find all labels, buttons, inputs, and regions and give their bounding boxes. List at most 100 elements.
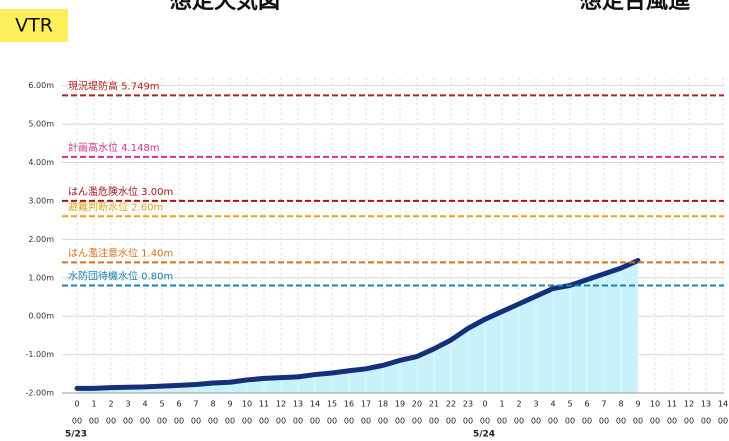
threshold-label: 現況堤防高 5.749m — [68, 79, 160, 92]
x-tick-label: 1 — [91, 400, 96, 409]
top-title: 想定台風進 — [580, 0, 690, 14]
x-tick-label: 13 — [293, 400, 303, 409]
x-tick-label: 10 — [650, 400, 660, 409]
x-minute-label: 00 — [565, 417, 575, 426]
x-minute-label: 00 — [89, 417, 99, 426]
x-minute-label: 00 — [242, 417, 252, 426]
x-tick-label: 8 — [618, 400, 623, 409]
threshold-label: はん濫危険水位 3.00m — [68, 185, 173, 198]
x-minute-label: 00 — [480, 417, 490, 426]
y-tick-label: 4.00m — [28, 158, 54, 167]
date-label: 5/24 — [473, 430, 495, 440]
y-tick-label: 1.00m — [28, 273, 54, 282]
x-minute-label: 00 — [531, 417, 541, 426]
x-tick-label: 9 — [635, 400, 640, 409]
x-tick-label: 0 — [482, 400, 487, 409]
x-minute-label: 00 — [463, 417, 473, 426]
x-tick-label: 4 — [550, 400, 555, 409]
x-minute-label: 00 — [310, 417, 320, 426]
x-tick-label: 15 — [327, 400, 337, 409]
water-level-line — [74, 257, 641, 391]
x-tick-label: 1 — [499, 400, 504, 409]
x-tick-label: 6 — [584, 400, 589, 409]
x-minute-label: 00 — [514, 417, 524, 426]
x-minute-label: 00 — [72, 417, 82, 426]
x-tick-label: 8 — [210, 400, 215, 409]
y-tick-label: -2.00m — [26, 389, 55, 398]
x-tick-label: 22 — [446, 400, 456, 409]
x-minute-label: 00 — [684, 417, 694, 426]
x-tick-label: 7 — [601, 400, 606, 409]
y-tick-label: 6.00m — [28, 81, 54, 90]
x-minute-label: 00 — [327, 417, 337, 426]
x-tick-label: 9 — [227, 400, 232, 409]
x-minute-label: 00 — [599, 417, 609, 426]
x-tick-label: 12 — [684, 400, 694, 409]
x-tick-label: 11 — [667, 400, 677, 409]
x-minute-label: 00 — [140, 417, 150, 426]
x-minute-label: 00 — [667, 417, 677, 426]
x-tick-label: 18 — [378, 400, 388, 409]
x-minute-label: 00 — [344, 417, 354, 426]
x-tick-label: 13 — [701, 400, 711, 409]
threshold-label: はん濫注意水位 1.40m — [68, 246, 173, 259]
x-tick-label: 2 — [516, 400, 521, 409]
badge: VTR — [15, 15, 53, 37]
x-tick-label: 5 — [159, 400, 164, 409]
x-tick-label: 6 — [176, 400, 181, 409]
x-minute-label: 00 — [106, 417, 116, 426]
x-tick-label: 20 — [412, 400, 422, 409]
threshold-label: 避難判断水位 2.60m — [68, 200, 163, 213]
x-minute-label: 00 — [157, 417, 167, 426]
x-minute-label: 00 — [429, 417, 439, 426]
x-minute-label: 00 — [123, 417, 133, 426]
x-tick-label: 14 — [718, 400, 728, 409]
x-minute-label: 00 — [276, 417, 286, 426]
x-minute-label: 00 — [548, 417, 558, 426]
x-minute-label: 00 — [616, 417, 626, 426]
x-minute-label: 00 — [718, 417, 728, 426]
x-minute-label: 00 — [174, 417, 184, 426]
x-tick-label: 7 — [193, 400, 198, 409]
x-minute-label: 00 — [208, 417, 218, 426]
x-minute-label: 00 — [259, 417, 269, 426]
x-tick-label: 23 — [463, 400, 473, 409]
x-tick-label: 17 — [361, 400, 371, 409]
y-tick-label: 2.00m — [28, 235, 54, 244]
y-tick-label: -1.00m — [26, 350, 55, 359]
x-minute-label: 00 — [633, 417, 643, 426]
x-minute-label: 00 — [225, 417, 235, 426]
x-minute-label: 00 — [582, 417, 592, 426]
x-minute-label: 00 — [701, 417, 711, 426]
x-minute-label: 00 — [293, 417, 303, 426]
threshold-label: 水防団待機水位 0.80m — [68, 269, 173, 282]
x-tick-label: 11 — [259, 400, 269, 409]
y-tick-label: 0.00m — [28, 312, 54, 321]
x-minute-label: 00 — [446, 417, 456, 426]
x-tick-label: 4 — [142, 400, 147, 409]
x-tick-label: 3 — [533, 400, 538, 409]
x-tick-label: 14 — [310, 400, 320, 409]
top-title: 想定天気図 — [170, 0, 280, 14]
x-tick-label: 21 — [429, 400, 439, 409]
x-tick-label: 10 — [242, 400, 252, 409]
x-minute-label: 00 — [497, 417, 507, 426]
y-tick-label: 3.00m — [28, 196, 54, 205]
x-tick-label: 16 — [344, 400, 354, 409]
x-tick-label: 12 — [276, 400, 286, 409]
x-tick-label: 0 — [74, 400, 79, 409]
y-tick-label: 5.00m — [28, 120, 54, 129]
x-tick-label: 3 — [125, 400, 130, 409]
x-minute-label: 00 — [191, 417, 201, 426]
x-minute-label: 00 — [361, 417, 371, 426]
threshold-label: 計画高水位 4.148m — [68, 141, 160, 154]
x-minute-label: 00 — [378, 417, 388, 426]
area — [77, 260, 638, 393]
x-minute-label: 00 — [395, 417, 405, 426]
x-minute-label: 00 — [412, 417, 422, 426]
x-tick-label: 2 — [108, 400, 113, 409]
x-tick-label: 5 — [567, 400, 572, 409]
badge-box — [0, 9, 68, 42]
